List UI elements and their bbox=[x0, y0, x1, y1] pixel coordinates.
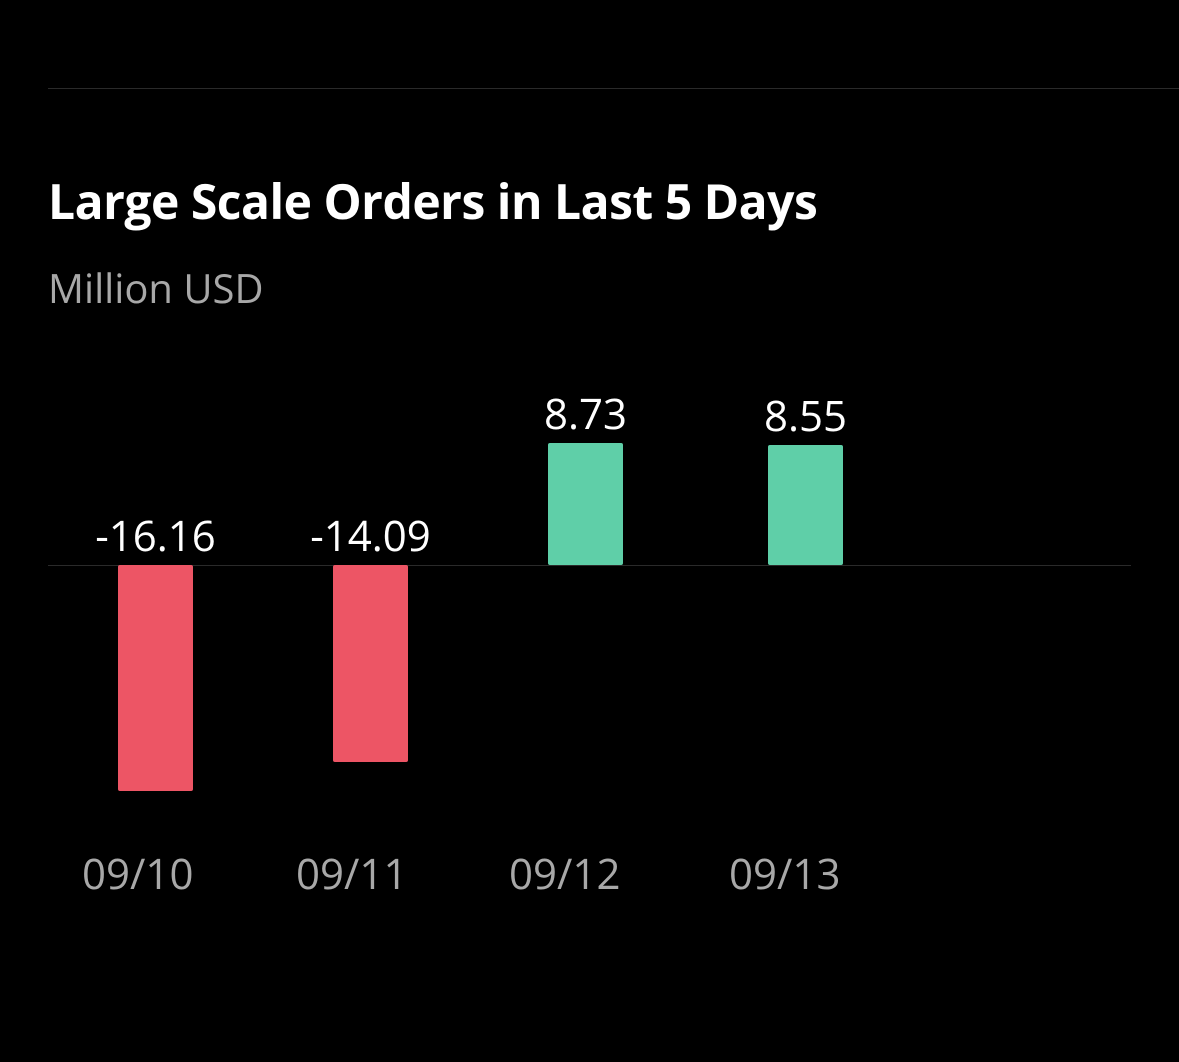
bar-value-label: 8.55 bbox=[764, 387, 847, 444]
bar-group: 8.55 bbox=[768, 365, 843, 815]
bar-value-label: 8.73 bbox=[544, 385, 627, 442]
chart-container: Large Scale Orders in Last 5 Days Millio… bbox=[0, 88, 1179, 905]
chart-subtitle: Million USD bbox=[48, 260, 1131, 315]
chart-section: Large Scale Orders in Last 5 Days Millio… bbox=[0, 89, 1179, 905]
bar-value-label: -16.16 bbox=[95, 507, 216, 564]
x-axis-label: 09/10 bbox=[82, 845, 193, 902]
x-axis-labels: 09/10 09/11 09/12 09/13 bbox=[48, 845, 1131, 905]
chart-title: Large Scale Orders in Last 5 Days bbox=[48, 169, 1131, 234]
bar bbox=[333, 565, 408, 762]
bars-container: -16.16 -14.09 8.73 8.55 bbox=[48, 365, 1131, 815]
x-axis-label: 09/13 bbox=[729, 845, 840, 902]
chart-plot-area: -16.16 -14.09 8.73 8.55 bbox=[48, 365, 1131, 815]
x-axis-label: 09/12 bbox=[509, 845, 620, 902]
x-axis-label: 09/11 bbox=[296, 845, 407, 902]
bar bbox=[548, 443, 623, 565]
bar bbox=[768, 445, 843, 565]
bar-group: -14.09 bbox=[333, 365, 408, 815]
bar-value-label: -14.09 bbox=[310, 507, 431, 564]
bar-group: 8.73 bbox=[548, 365, 623, 815]
bar-group: -16.16 bbox=[118, 365, 193, 815]
bar bbox=[118, 565, 193, 791]
